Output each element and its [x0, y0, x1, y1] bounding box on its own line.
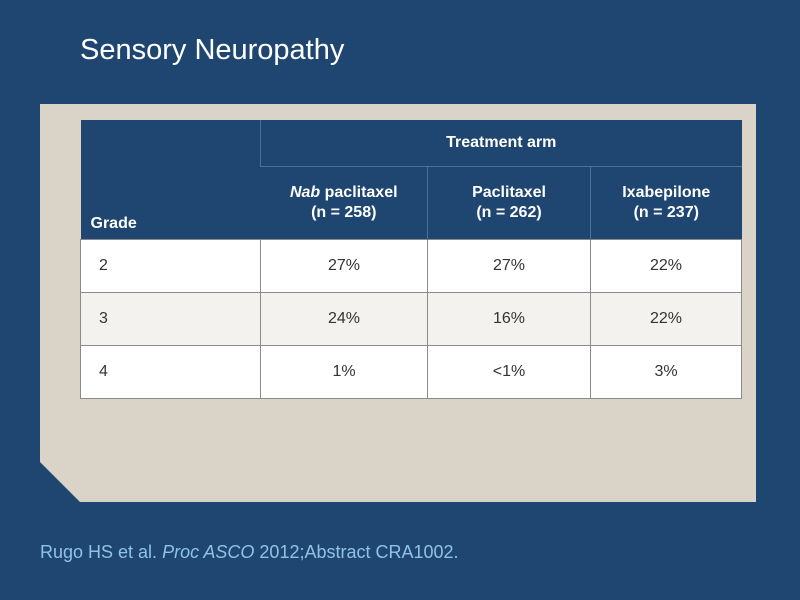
value-cell: 22%	[590, 239, 742, 293]
arm-name: Paclitaxel	[472, 184, 546, 201]
grade-cell: 2	[80, 239, 261, 293]
table-row: 3 24% 16% 22%	[80, 292, 742, 346]
value-cell: 16%	[427, 292, 591, 346]
citation-rest: 2012;Abstract CRA1002.	[254, 542, 459, 562]
value-cell: 22%	[590, 292, 742, 346]
treatment-arm-header: Treatment arm	[260, 120, 742, 167]
citation-authors: Rugo HS et al.	[40, 542, 163, 562]
citation-journal: Proc ASCO	[162, 542, 255, 562]
value-cell: 27%	[260, 239, 428, 293]
arm-header-paclitaxel: Paclitaxel (n = 262)	[427, 166, 591, 240]
table-row: 4 1% <1% 3%	[80, 345, 742, 399]
arm-header-nab-paclitaxel: Nab paclitaxel (n = 258)	[261, 167, 428, 240]
arm-name-italic: Nab	[289, 184, 321, 201]
arm-name: Ixabepilone	[622, 184, 711, 201]
grade-cell: 3	[80, 292, 261, 346]
value-cell: 3%	[590, 345, 742, 399]
arm-n: (n = 258)	[311, 204, 377, 221]
citation: Rugo HS et al. Proc ASCO 2012;Abstract C…	[40, 542, 459, 563]
grade-cell: 4	[80, 345, 261, 399]
arm-name: paclitaxel	[320, 184, 398, 201]
arm-header-ixabepilone: Ixabepilone (n = 237)	[590, 166, 742, 240]
value-cell: 1%	[260, 345, 428, 399]
value-cell: <1%	[427, 345, 591, 399]
arm-n: (n = 262)	[476, 204, 542, 221]
table-row: 2 27% 27% 22%	[80, 239, 742, 293]
table-header-row: Grade Treatment arm	[80, 120, 742, 232]
value-cell: 27%	[427, 239, 591, 293]
neuropathy-table: Grade Treatment arm Nab paclitaxel (n = …	[80, 120, 742, 399]
arm-n: (n = 237)	[633, 204, 699, 221]
grade-header: Grade	[90, 215, 137, 232]
value-cell: 24%	[260, 292, 428, 346]
slide-title: Sensory Neuropathy	[80, 34, 345, 66]
